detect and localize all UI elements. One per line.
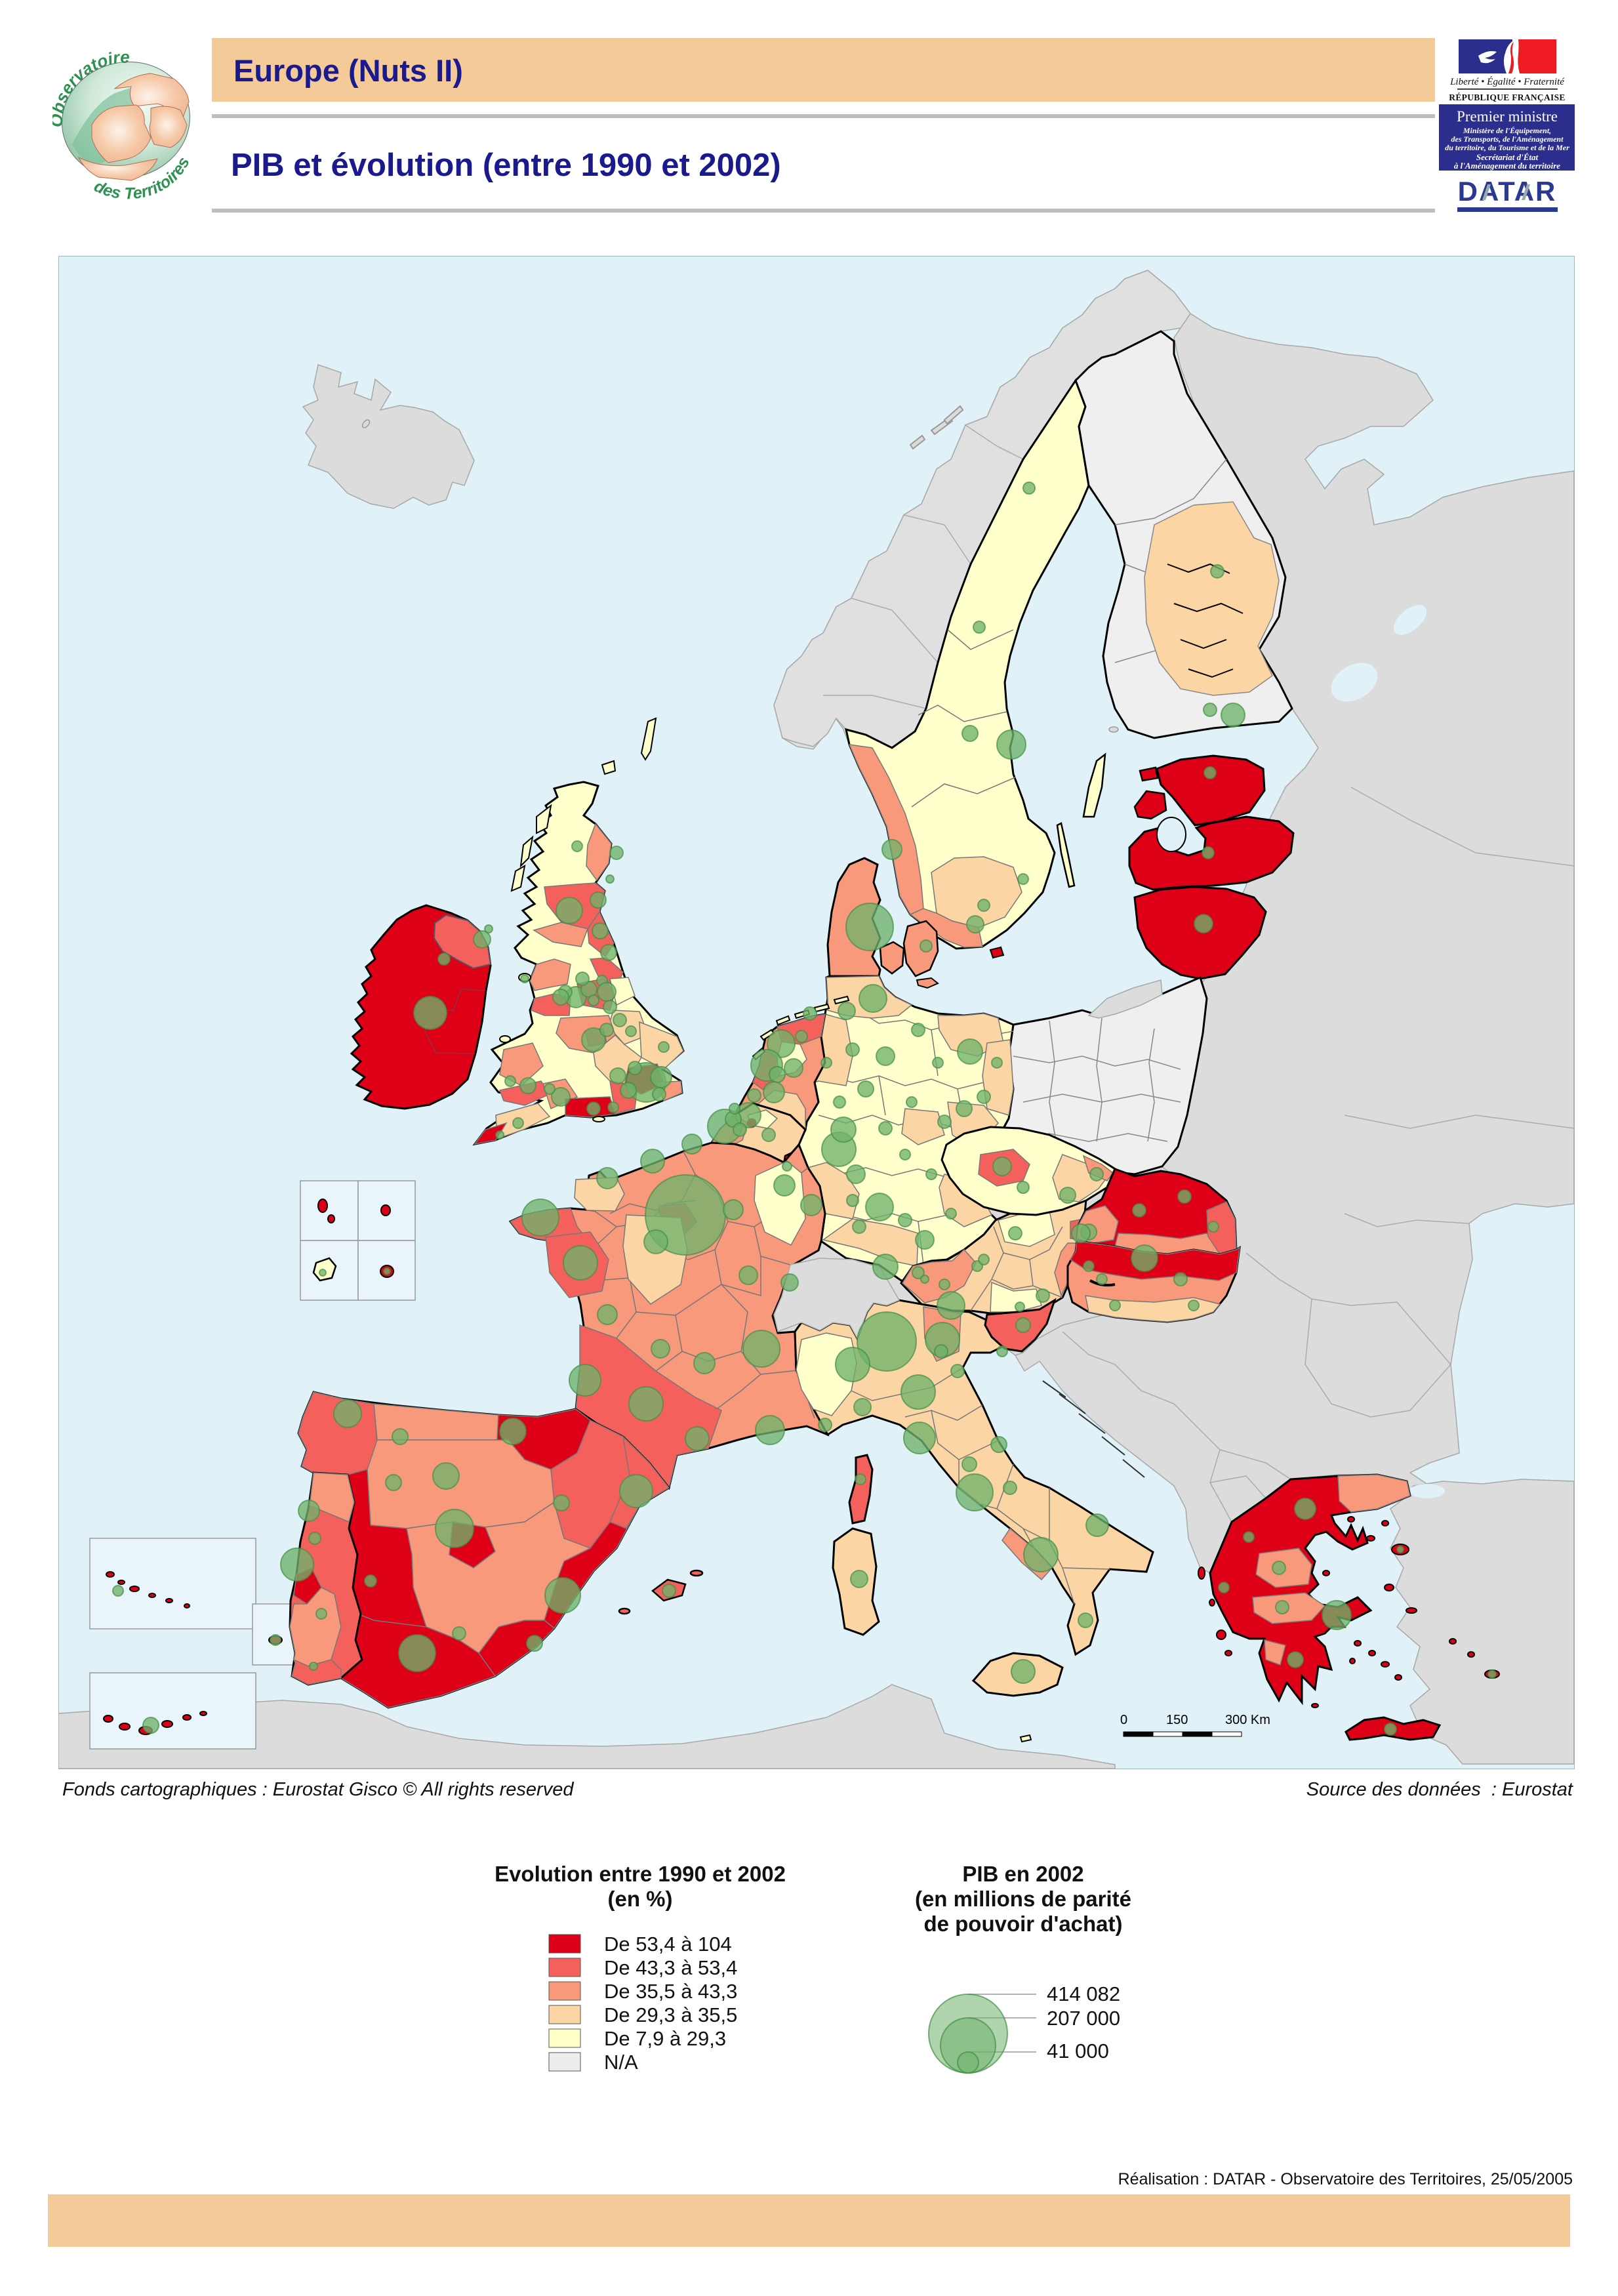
- svg-text:RÉPUBLIQUE FRANÇAISE: RÉPUBLIQUE FRANÇAISE: [1449, 92, 1565, 102]
- svg-text:150: 150: [1166, 1713, 1188, 1727]
- svg-text:Ministère de l'Équipement,: Ministère de l'Équipement,: [1463, 126, 1551, 135]
- svg-text:41 000: 41 000: [1047, 2040, 1109, 2062]
- svg-text:De 43,3 à 53,4: De 43,3 à 53,4: [604, 1956, 737, 1979]
- svg-text:De 35,5 à 43,3: De 35,5 à 43,3: [604, 1980, 737, 2003]
- svg-text:0: 0: [1120, 1713, 1127, 1727]
- svg-text:De 7,9 à 29,3: De 7,9 à 29,3: [604, 2027, 726, 2050]
- svg-text:De 53,4 à 104: De 53,4 à 104: [604, 1933, 732, 1956]
- svg-text:300 Km: 300 Km: [1225, 1713, 1270, 1727]
- svg-text:De 29,3 à 35,5: De 29,3 à 35,5: [604, 2003, 737, 2026]
- svg-text:N/A: N/A: [604, 2051, 638, 2074]
- svg-text:du territoire, du Tourisme et: du territoire, du Tourisme et de la Mer: [1445, 143, 1569, 152]
- svg-text:414 082: 414 082: [1047, 1982, 1120, 2005]
- svg-text:207 000: 207 000: [1047, 2007, 1120, 2030]
- svg-text:à l'Aménagement du territoire: à l'Aménagement du territoire: [1454, 161, 1560, 171]
- svg-text:DATAR: DATAR: [1458, 176, 1557, 207]
- svg-text:des Transports, de l'Aménageme: des Transports, de l'Aménagement: [1451, 134, 1564, 144]
- svg-text:Secrétariat d'État: Secrétariat d'État: [1476, 152, 1539, 162]
- svg-text:Liberté • Égalité • Fraternité: Liberté • Égalité • Fraternité: [1449, 76, 1565, 87]
- svg-text:Premier ministre: Premier ministre: [1457, 108, 1558, 125]
